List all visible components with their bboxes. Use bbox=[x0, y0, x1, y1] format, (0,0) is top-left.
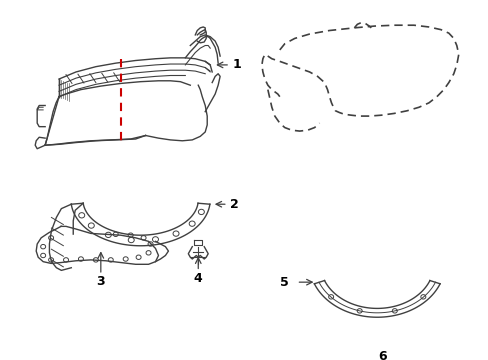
Text: 1: 1 bbox=[232, 58, 240, 71]
Text: 5: 5 bbox=[279, 276, 288, 289]
Text: 2: 2 bbox=[229, 198, 238, 211]
Text: 6: 6 bbox=[377, 350, 386, 360]
Text: 4: 4 bbox=[194, 272, 202, 285]
Text: 3: 3 bbox=[96, 275, 105, 288]
